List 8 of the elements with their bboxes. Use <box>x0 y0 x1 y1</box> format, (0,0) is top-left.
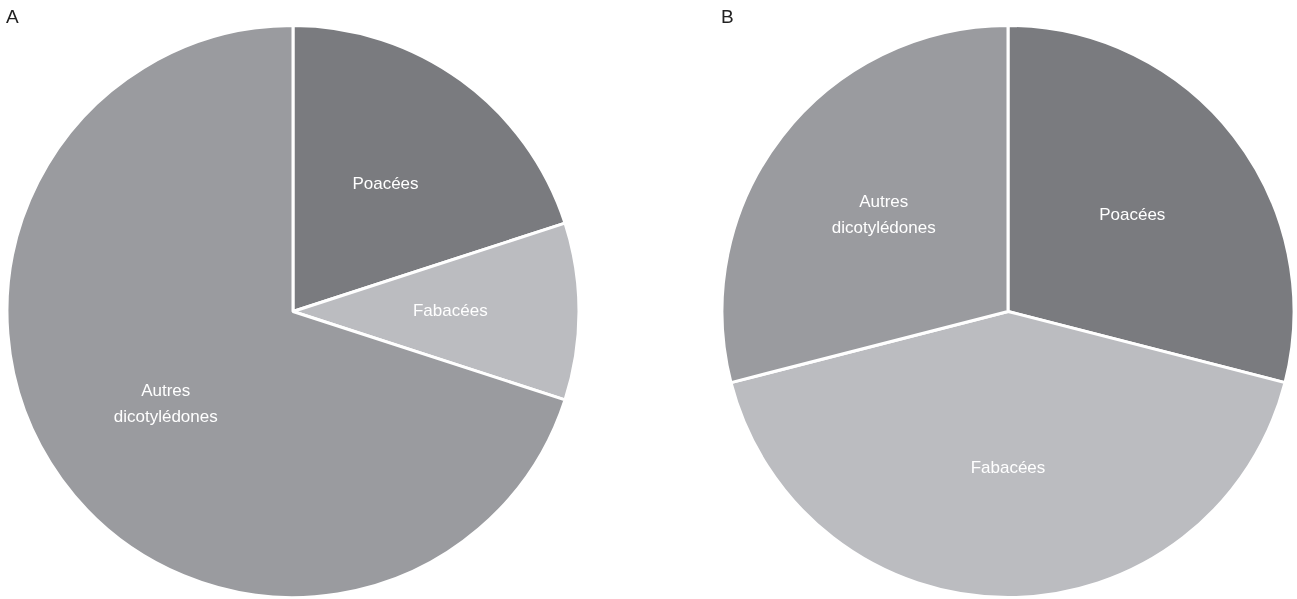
slice-label: Fabacées <box>412 301 488 321</box>
slice-label: Fabacées <box>970 458 1046 478</box>
chart-title: A <box>6 6 19 28</box>
slice-label: Autres dicotylédones <box>113 380 218 426</box>
slice-label: Autres dicotylédones <box>831 191 936 237</box>
slice-label: Poacées <box>352 173 419 193</box>
slice-label: Poacées <box>1099 204 1166 224</box>
chart-title: B <box>721 6 734 28</box>
